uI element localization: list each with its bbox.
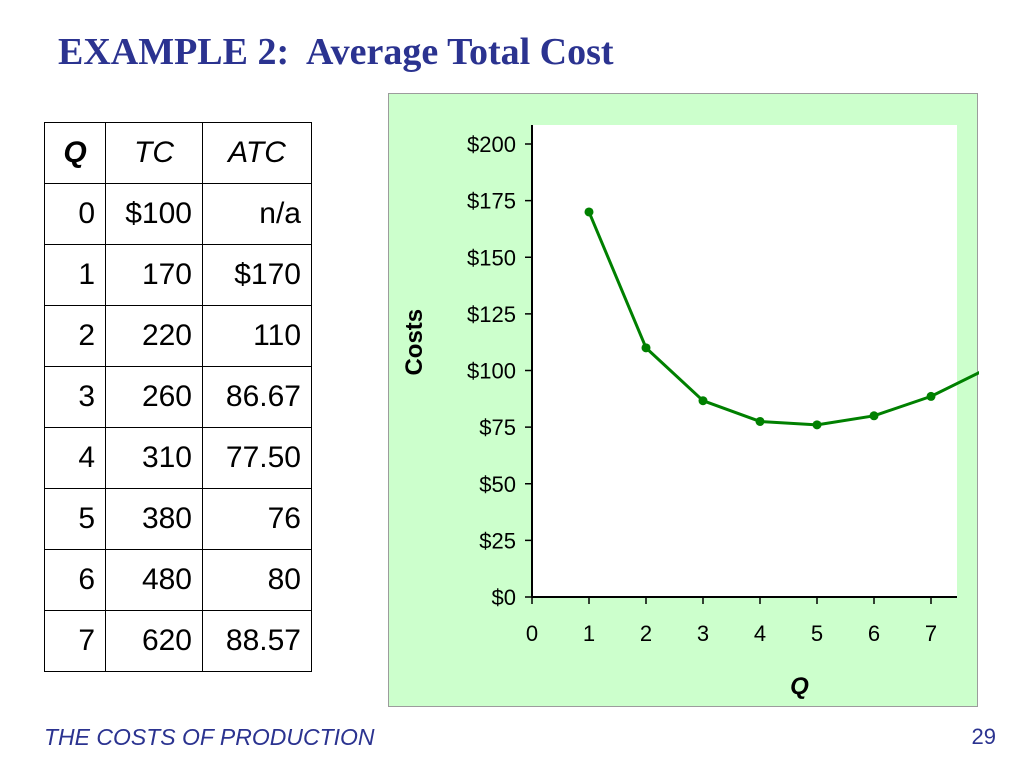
footer-text: THE COSTS OF PRODUCTION [44,724,375,750]
x-tick-label: 6 [868,621,880,646]
y-tick-label: $125 [467,302,516,327]
table-row: 1 170 $170 [44,244,312,306]
header-tc: TC [105,122,203,184]
x-tick-label: 2 [640,621,652,646]
atc-point [869,411,879,421]
atc-point [584,207,594,217]
cell-atc: 77.50 [202,427,312,489]
x-tick-label: 7 [925,621,937,646]
cell-atc: 86.67 [202,366,312,428]
cell-q: 6 [44,549,106,611]
table-header-row: Q TC ATC [44,122,312,184]
atc-point [812,420,822,430]
atc-point [698,396,708,406]
cell-q: 0 [44,183,106,245]
x-tick-label: 3 [697,621,709,646]
cell-tc: 170 [105,244,203,306]
x-axis-title: Q [790,673,809,700]
x-tick-label: 4 [754,621,766,646]
cell-atc: $170 [202,244,312,306]
cell-q: 7 [44,610,106,672]
cost-table: Q TC ATC 0 $100 n/a 1 170 $170 2 220 110… [44,122,312,672]
plot-area [532,125,957,597]
atc-line [587,211,979,427]
chart-panel: $0 $25 $50 $75 $100 $125 $150 $175 $200 0 1 2 3 4 5 6 7 Q… [388,93,979,707]
header-atc: ATC [202,122,312,184]
table-row: 0 $100 n/a [44,183,312,245]
y-tick-label: $0 [492,585,516,610]
table-row: 5 380 76 [44,488,312,550]
cell-atc: 76 [202,488,312,550]
atc-point [641,343,651,353]
cell-tc: 220 [105,305,203,367]
y-axis-title: Costs [401,309,428,376]
table-row: 6 480 80 [44,549,312,611]
cell-q: 2 [44,305,106,367]
y-tick-label: $75 [479,415,516,440]
x-tick-label: 1 [583,621,595,646]
x-tick-label: 5 [811,621,823,646]
cell-atc: n/a [202,183,312,245]
y-tick-label: $100 [467,359,516,384]
cell-tc: 380 [105,488,203,550]
y-tick-label: $200 [467,132,516,157]
atc-point [755,416,765,426]
cell-atc: 110 [202,305,312,367]
page-number: 29 [971,724,996,749]
x-tick-label: 0 [526,621,538,646]
cell-q: 1 [44,244,106,306]
cell-q: 3 [44,366,106,428]
cell-atc: 80 [202,549,312,611]
table-row: 3 260 86.67 [44,366,312,428]
cell-tc: $100 [105,183,203,245]
cell-tc: 480 [105,549,203,611]
y-tick-label: $175 [467,189,516,214]
y-tick-label: $150 [467,245,516,270]
y-tick-label: $25 [479,528,516,553]
cell-tc: 620 [105,610,203,672]
header-q: Q [44,122,106,184]
atc-chart: $0 $25 $50 $75 $100 $125 $150 $175 $200 0 1 2 3 4 5 6 7 Q… [401,125,979,700]
atc-point [926,391,936,401]
cell-tc: 310 [105,427,203,489]
y-tick-label: $50 [479,472,516,497]
cell-q: 4 [44,427,106,489]
cell-q: 5 [44,488,106,550]
table-row: 4 310 77.50 [44,427,312,489]
table-row: 7 620 88.57 [44,610,312,672]
cell-tc: 260 [105,366,203,428]
cell-atc: 88.57 [202,610,312,672]
slide-title: EXAMPLE 2: Average Total Cost [58,31,614,73]
table-row: 2 220 110 [44,305,312,367]
